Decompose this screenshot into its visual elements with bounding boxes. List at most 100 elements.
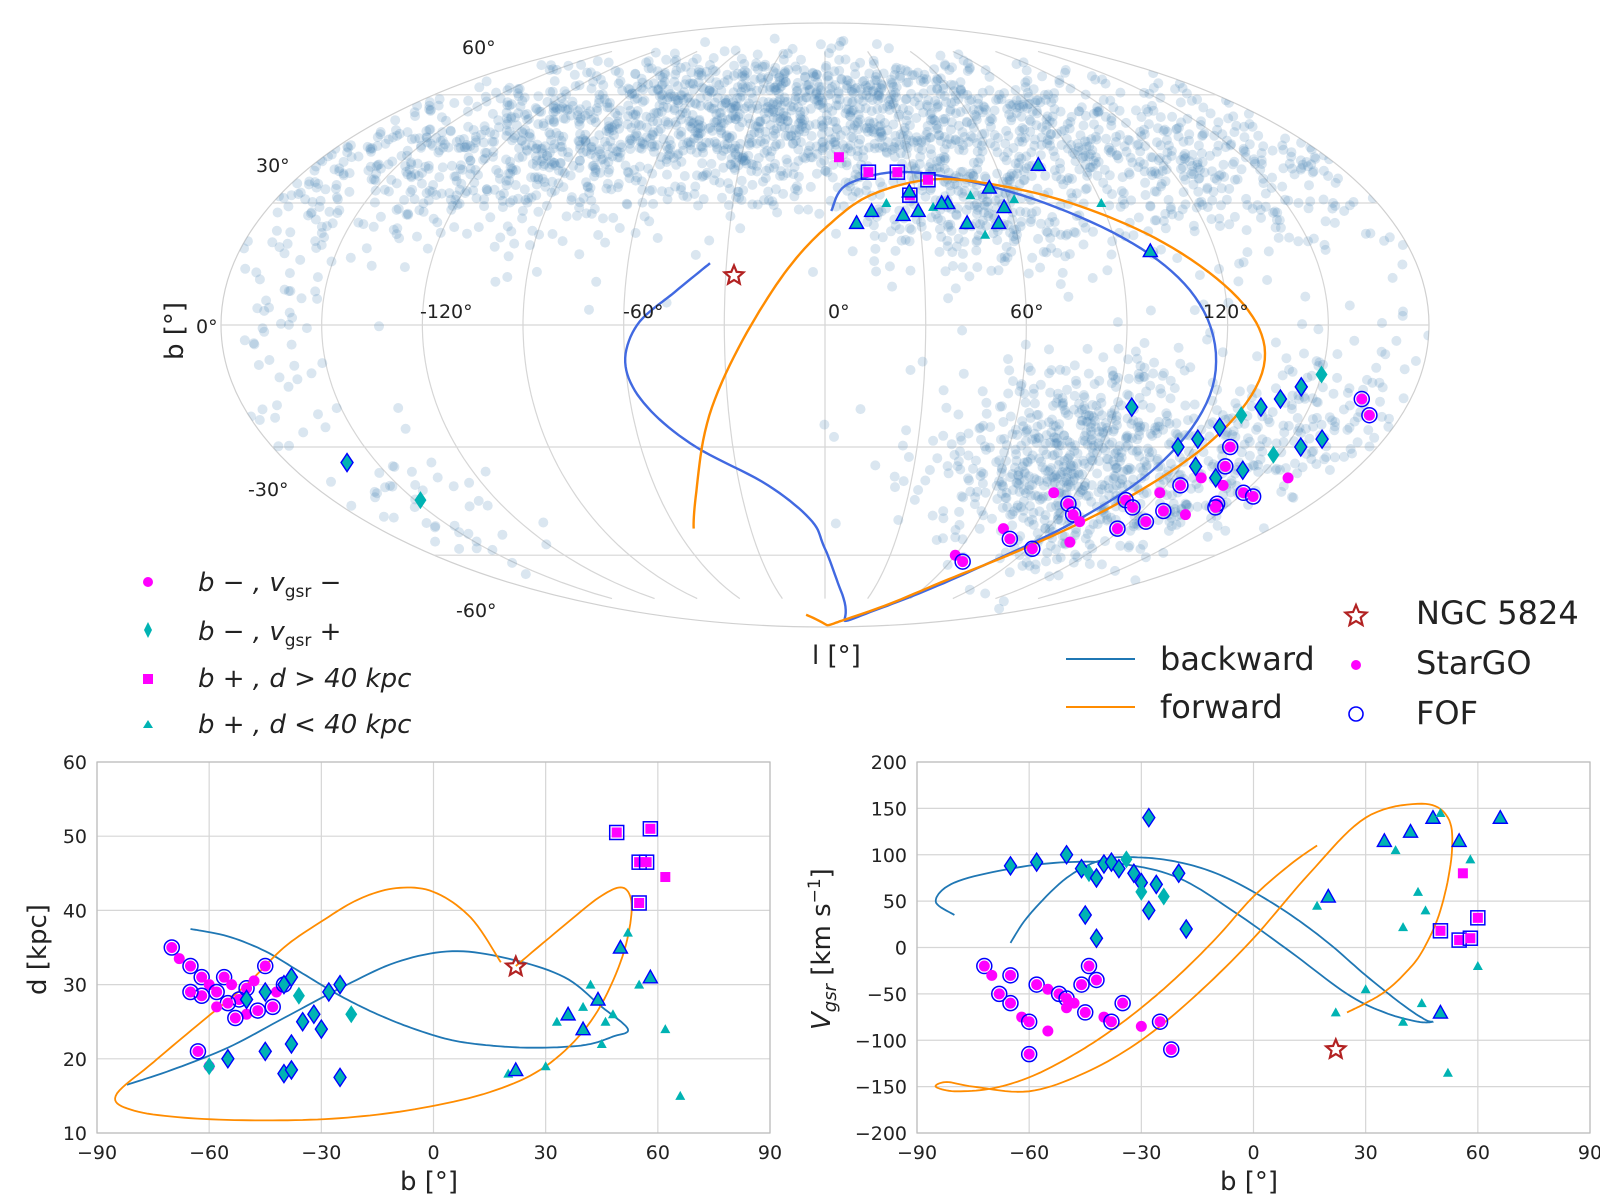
sky-star	[931, 163, 942, 174]
sky-star	[980, 104, 991, 115]
sky-star	[1113, 153, 1124, 164]
sky-star	[932, 99, 943, 110]
sky-star	[1214, 264, 1224, 274]
sky-star	[887, 281, 898, 292]
sky-star	[279, 284, 290, 295]
sky-star	[505, 156, 516, 167]
sky-star	[1165, 458, 1176, 469]
sky-star	[778, 73, 789, 84]
sky-star	[549, 139, 560, 150]
sky-star	[1397, 310, 1408, 321]
sky-star	[993, 265, 1004, 276]
sky-star	[909, 70, 920, 81]
y-tick-label: 40	[63, 900, 87, 922]
sky-star	[755, 116, 766, 127]
sky-star	[1091, 134, 1102, 145]
sky-star	[980, 588, 991, 599]
sky-star	[1102, 265, 1113, 276]
sky-star	[815, 99, 826, 110]
sky-star	[850, 169, 861, 180]
sky-star	[1211, 174, 1222, 185]
sky-star	[761, 165, 772, 176]
sky-star	[985, 422, 996, 433]
sky-star	[594, 89, 605, 100]
sky-star	[1167, 209, 1178, 220]
sky-star	[1002, 103, 1013, 114]
sky-star	[534, 229, 545, 240]
sky-star	[693, 119, 704, 130]
sky-star	[1083, 368, 1094, 379]
sky-star	[1066, 111, 1077, 122]
point-b-plus-near	[551, 1016, 562, 1026]
sky-star	[1307, 167, 1318, 178]
lon-tick-minus120: -120°	[420, 301, 473, 323]
sky-star	[393, 203, 404, 214]
sky-star	[1055, 158, 1065, 169]
sky-star	[445, 125, 456, 136]
sky-star	[831, 228, 841, 239]
sky-star	[264, 355, 275, 365]
sky-star	[1239, 121, 1250, 132]
sky-star	[437, 127, 448, 138]
sky-star	[581, 177, 592, 188]
sky-star	[435, 227, 446, 238]
sky-star	[890, 482, 900, 493]
sky-star	[716, 128, 727, 139]
sky-star	[977, 129, 988, 140]
sky-star	[1078, 120, 1089, 131]
sky-star	[1097, 479, 1108, 490]
sky-star	[1093, 157, 1104, 167]
sky-star	[770, 62, 781, 73]
sky-star	[754, 123, 765, 134]
sky-star	[744, 133, 754, 144]
sky-star	[950, 283, 961, 294]
sky-star	[1236, 164, 1247, 175]
sky-star	[1123, 134, 1133, 145]
sky-star	[1044, 217, 1055, 228]
sky-star	[823, 48, 834, 59]
sky-star	[729, 143, 740, 154]
sky-star	[694, 114, 705, 125]
sky-star	[489, 241, 500, 252]
sky-star	[487, 108, 498, 119]
sky-star	[665, 89, 676, 99]
sky-star	[570, 81, 581, 92]
sky-star	[1153, 416, 1164, 427]
lon-gridline	[867, 51, 927, 599]
sky-star	[412, 231, 422, 242]
sky-star	[596, 154, 607, 165]
sky-star	[1123, 167, 1134, 178]
sky-star	[807, 67, 818, 78]
point-b-minus-v-plus	[258, 981, 273, 1003]
sky-star	[630, 110, 641, 121]
sky-star	[310, 286, 321, 297]
sky-star	[362, 141, 373, 152]
sky-star	[875, 126, 886, 137]
sky-star	[920, 475, 931, 486]
sky-star	[730, 149, 741, 160]
sky-star	[501, 175, 512, 186]
sky-star	[695, 141, 706, 152]
sky-star	[1072, 146, 1083, 156]
sky-star	[941, 139, 952, 150]
sky-star	[1313, 324, 1324, 335]
sky-star	[768, 162, 779, 173]
sky-star	[660, 67, 670, 78]
sky-star	[1103, 145, 1114, 155]
sky-star	[953, 409, 964, 420]
sky-star	[284, 307, 295, 318]
sky-star	[696, 70, 707, 81]
sky-star	[1184, 129, 1195, 140]
sky-star	[899, 139, 910, 150]
sky-star	[795, 137, 806, 148]
sky-star	[612, 118, 623, 129]
sky-star	[788, 102, 799, 113]
sky-star	[770, 85, 781, 96]
sky-star	[888, 81, 899, 92]
sky-star	[865, 118, 875, 129]
sky-star	[726, 159, 737, 170]
sky-star	[432, 472, 443, 483]
sky-star	[787, 138, 798, 149]
sky-star	[1057, 267, 1068, 278]
sky-star	[597, 154, 608, 165]
